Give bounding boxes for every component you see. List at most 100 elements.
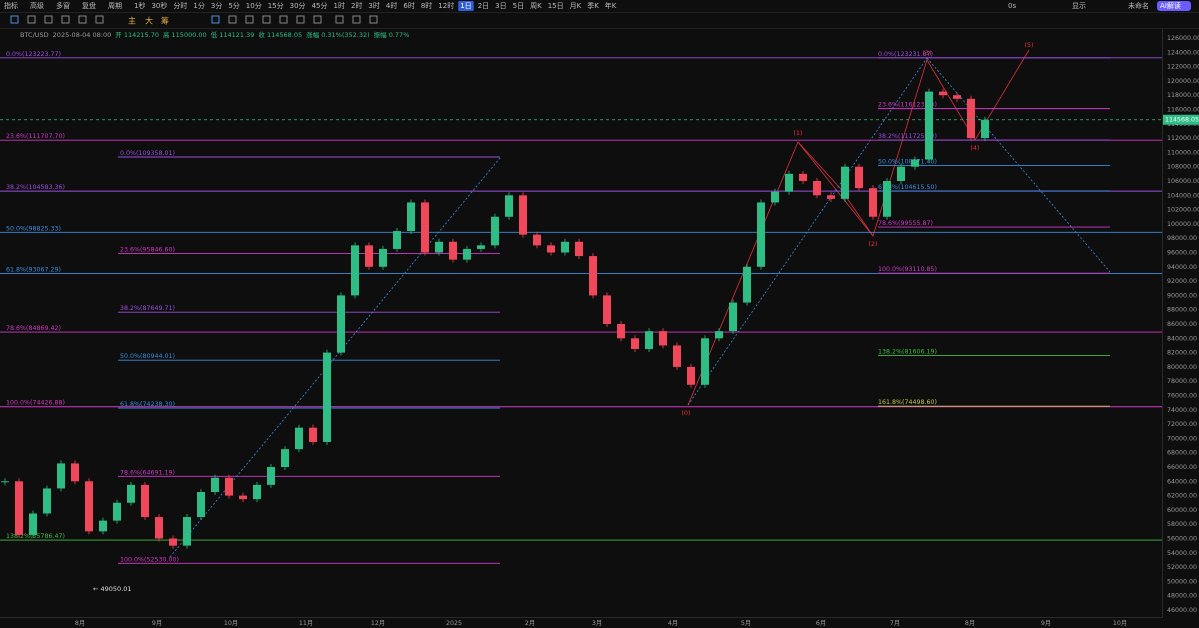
toolbar-item[interactable]: 3时 <box>368 1 379 10</box>
tool-icon[interactable] <box>369 15 378 24</box>
tool-icon[interactable] <box>279 15 288 24</box>
tool-icon[interactable] <box>352 15 361 24</box>
candle <box>57 463 65 489</box>
toolbar-right-item[interactable]: 显示 <box>1072 2 1086 10</box>
toolbar-item[interactable]: 年K <box>605 1 617 10</box>
tool-icon[interactable] <box>78 15 87 24</box>
toolbar-item[interactable]: 1时 <box>333 1 344 10</box>
price-tick-label: 88000.00 <box>1167 307 1197 314</box>
tool-icon[interactable] <box>10 15 19 24</box>
price-tick-label: 94000.00 <box>1167 264 1197 271</box>
toolbar-item[interactable]: 1分 <box>193 1 204 10</box>
candle <box>323 352 331 442</box>
tool-icon[interactable] <box>228 15 237 24</box>
tool-button[interactable]: 主 <box>128 16 136 26</box>
toolbar-item[interactable]: 周K <box>530 2 542 10</box>
active-highlight <box>458 1 474 11</box>
candle <box>169 538 177 546</box>
toolbar-item[interactable]: 月K <box>570 2 582 10</box>
candle <box>743 266 751 303</box>
toolbar-item[interactable]: 指标 <box>4 1 18 10</box>
price-tick-label: 58000.00 <box>1167 521 1197 528</box>
tool-icon[interactable] <box>245 15 254 24</box>
toolbar-item[interactable]: 复盘 <box>82 1 96 10</box>
candle <box>463 248 471 260</box>
candle <box>939 91 947 96</box>
toolbar-item[interactable]: 季K <box>587 1 599 10</box>
candle <box>519 195 527 235</box>
tool-icon[interactable] <box>313 15 322 24</box>
price-tick-label: 68000.00 <box>1167 450 1197 457</box>
wave-label: (1) <box>793 129 802 137</box>
toolbar-item[interactable]: 高级 <box>30 1 44 10</box>
tool-icon[interactable] <box>262 15 271 24</box>
tool-button[interactable]: 筹 <box>161 16 169 26</box>
toolbar-item[interactable]: 6时 <box>403 1 414 10</box>
low-marker: ← 49050.01 <box>93 585 132 593</box>
tool-icon[interactable] <box>44 15 53 24</box>
toolbar-item[interactable]: 1秒 <box>134 1 145 10</box>
header-item: 低 114121.39 <box>211 30 255 39</box>
candle <box>183 517 191 546</box>
tool-icon[interactable] <box>211 15 220 24</box>
current-price-tag <box>1163 114 1199 125</box>
toolbar-item[interactable]: 8时 <box>421 1 432 10</box>
toolbar-item[interactable]: 周期 <box>108 2 122 10</box>
candle <box>337 295 345 353</box>
price-tick-label: 72000.00 <box>1167 421 1197 428</box>
toolbar-item[interactable]: 2日 <box>478 2 489 10</box>
toolbar-item[interactable]: 多窗 <box>56 1 70 10</box>
tool-icon[interactable] <box>27 15 36 24</box>
candle <box>645 331 653 350</box>
toolbar-item[interactable]: 分时 <box>173 1 187 10</box>
toolbar-item[interactable]: 1日 <box>460 2 471 10</box>
time-tick-label: 9月 <box>1041 619 1051 627</box>
toolbar-right-item[interactable]: 0s <box>1008 2 1016 10</box>
price-tick-label: 52000.00 <box>1167 564 1197 571</box>
candle <box>155 517 163 539</box>
header-item: BTC/USD <box>20 31 49 39</box>
toolbar-right-item[interactable]: 未命名 <box>1128 1 1149 10</box>
price-tick-label: 124000.00 <box>1167 49 1199 56</box>
price-tick-label: 122000.00 <box>1167 64 1199 71</box>
tool-icon[interactable] <box>335 15 344 24</box>
fib-level-label: 50.0%(80944.01) <box>120 353 175 360</box>
toolbar-item[interactable]: 30分 <box>290 1 306 10</box>
price-tick-label: 74000.00 <box>1167 407 1197 414</box>
toolbar-item[interactable]: 45分 <box>312 1 328 10</box>
toolbar-item[interactable]: 15分 <box>268 1 284 10</box>
candle <box>239 495 247 500</box>
candle <box>211 477 219 493</box>
tool-icon[interactable] <box>61 15 70 24</box>
tool-button[interactable]: 大 <box>145 16 153 26</box>
candle <box>911 159 919 167</box>
candle <box>561 241 569 253</box>
ai-button-label[interactable]: AI解读 <box>1160 1 1181 10</box>
tool-icon[interactable] <box>296 15 305 24</box>
toolbar-item[interactable]: 4时 <box>386 1 397 10</box>
toolbar-item[interactable]: 10分 <box>246 1 262 10</box>
price-tick-label: 64000.00 <box>1167 478 1197 485</box>
price-tick-label: 70000.00 <box>1167 435 1197 442</box>
wave-label: (5) <box>1024 41 1033 49</box>
toolbar-item[interactable]: 2时 <box>351 1 362 10</box>
price-tick-label: 56000.00 <box>1167 536 1197 543</box>
price-tick-label: 106000.00 <box>1167 178 1199 185</box>
toolbar-item[interactable]: 5分 <box>228 1 239 10</box>
header-item: 涨幅 0.31%(352.32) <box>306 30 370 39</box>
candle <box>85 481 93 532</box>
price-tick-label: 48000.00 <box>1167 593 1197 600</box>
price-tick-label: 104000.00 <box>1167 192 1199 199</box>
toolbar-item[interactable]: 5日 <box>513 2 524 10</box>
toolbar-item[interactable]: 15日 <box>548 2 564 10</box>
price-tick-label: 62000.00 <box>1167 493 1197 500</box>
tool-icon[interactable] <box>95 15 104 24</box>
toolbar-item[interactable]: 30秒 <box>151 1 167 10</box>
time-tick-label: 5月 <box>741 619 751 627</box>
toolbar-item[interactable]: 3日 <box>495 2 506 10</box>
wave-label: (2) <box>868 240 877 248</box>
toolbar-item[interactable]: 3分 <box>211 1 222 10</box>
toolbar-item[interactable]: 12时 <box>438 1 454 10</box>
